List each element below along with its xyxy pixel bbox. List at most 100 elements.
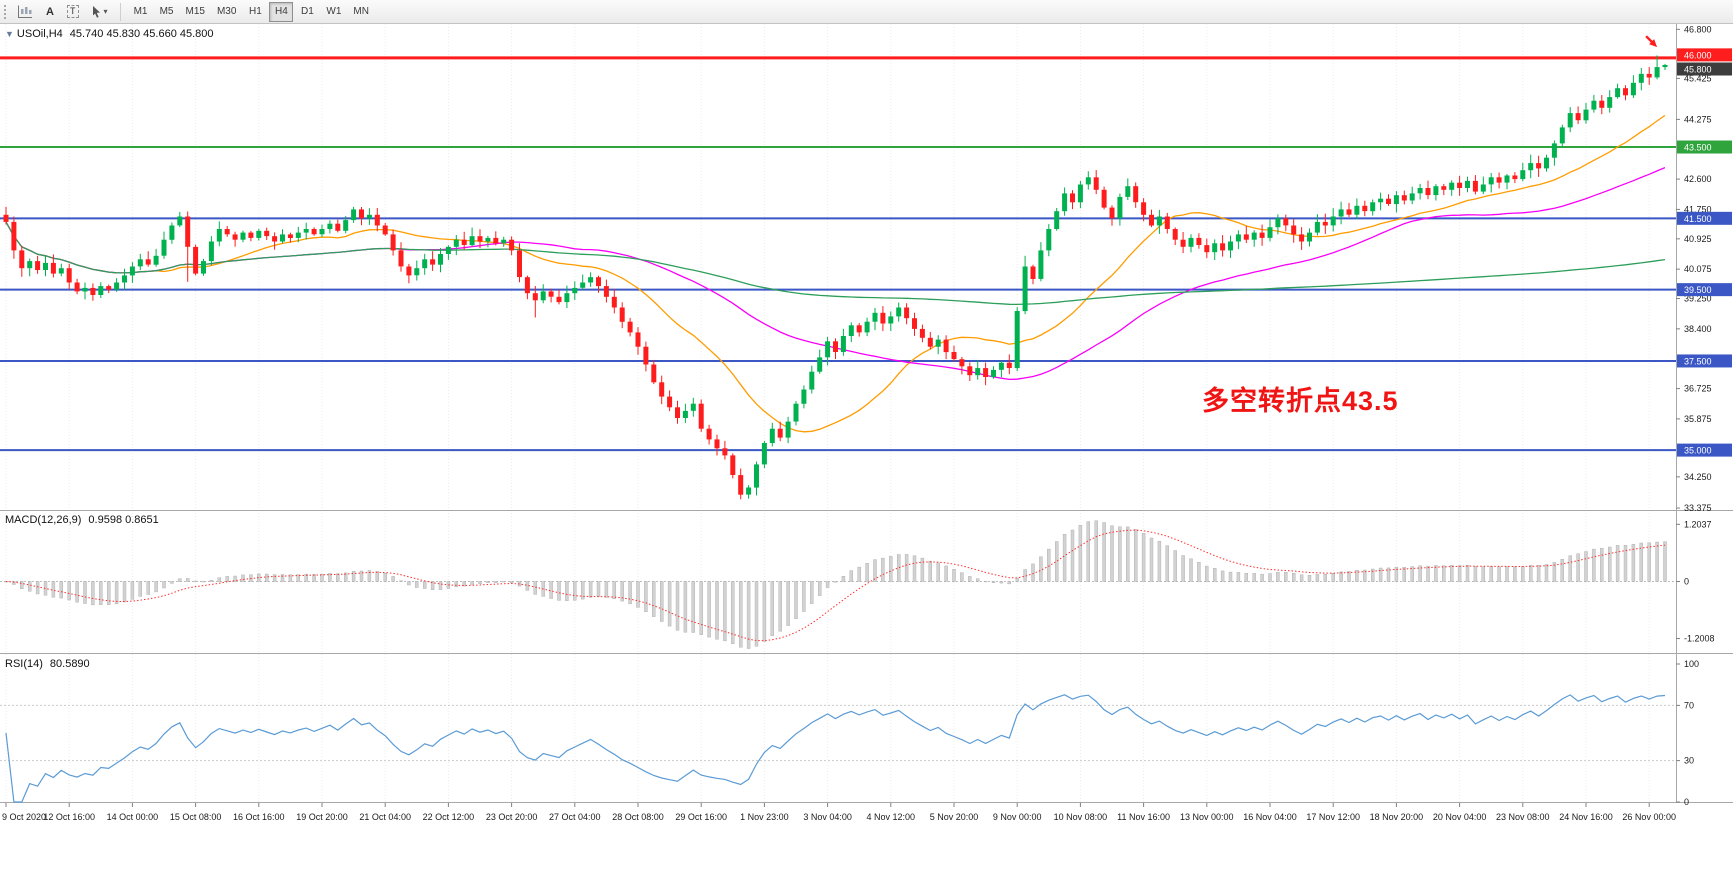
svg-text:1 Nov 23:00: 1 Nov 23:00 bbox=[740, 812, 789, 822]
svg-text:20 Nov 04:00: 20 Nov 04:00 bbox=[1433, 812, 1487, 822]
svg-text:4 Nov 12:00: 4 Nov 12:00 bbox=[867, 812, 916, 822]
svg-text:28 Oct 08:00: 28 Oct 08:00 bbox=[612, 812, 664, 822]
svg-text:13 Nov 00:00: 13 Nov 00:00 bbox=[1180, 812, 1234, 822]
svg-text:27 Oct 04:00: 27 Oct 04:00 bbox=[549, 812, 601, 822]
svg-text:16 Oct 16:00: 16 Oct 16:00 bbox=[233, 812, 285, 822]
svg-text:21 Oct 04:00: 21 Oct 04:00 bbox=[359, 812, 411, 822]
svg-text:37.500: 37.500 bbox=[1684, 356, 1712, 366]
svg-text:34.250: 34.250 bbox=[1684, 472, 1712, 482]
macd-pane[interactable] bbox=[0, 520, 1676, 649]
timeframe-m30-button[interactable]: M30 bbox=[212, 2, 241, 22]
timeframe-m5-button[interactable]: M5 bbox=[155, 2, 179, 22]
toolbar-drag-handle[interactable] bbox=[3, 3, 7, 20]
svg-text:1.2037: 1.2037 bbox=[1684, 519, 1712, 529]
svg-text:46.000: 46.000 bbox=[1684, 50, 1712, 60]
svg-text:100: 100 bbox=[1684, 659, 1699, 669]
timeframe-d1-button[interactable]: D1 bbox=[295, 2, 319, 22]
macd-scale[interactable]: 1.2037 0 -1.2008 bbox=[1676, 519, 1715, 644]
svg-text:33.375: 33.375 bbox=[1684, 503, 1712, 513]
svg-text:41.500: 41.500 bbox=[1684, 214, 1712, 224]
svg-text:9 Oct 2020: 9 Oct 2020 bbox=[2, 812, 46, 822]
svg-text:19 Oct 20:00: 19 Oct 20:00 bbox=[296, 812, 348, 822]
chart-title: ▼ USOil,H4 45.740 45.830 45.660 45.800 bbox=[5, 28, 214, 40]
symbol-period-label: USOil,H4 bbox=[16, 28, 63, 40]
svg-text:35.000: 35.000 bbox=[1684, 446, 1712, 456]
svg-text:35.875: 35.875 bbox=[1684, 414, 1712, 424]
svg-text:14 Oct 00:00: 14 Oct 00:00 bbox=[107, 812, 159, 822]
timeframe-m15-button[interactable]: M15 bbox=[181, 2, 210, 22]
timeframe-h1-button[interactable]: H1 bbox=[243, 2, 267, 22]
svg-text:22 Oct 12:00: 22 Oct 12:00 bbox=[423, 812, 475, 822]
svg-text:39.500: 39.500 bbox=[1684, 285, 1712, 295]
chart-annotation-text[interactable]: 多空转折点43.5 bbox=[1202, 386, 1399, 416]
svg-text:17 Nov 12:00: 17 Nov 12:00 bbox=[1306, 812, 1360, 822]
cursor-icon bbox=[92, 6, 100, 18]
rsi-scale[interactable]: 100 70 30 0 bbox=[1676, 659, 1699, 807]
text-annotation-button[interactable]: A bbox=[40, 2, 60, 22]
svg-text:44.275: 44.275 bbox=[1684, 114, 1712, 124]
moving-average-lines bbox=[5, 114, 1666, 433]
cursor-tool-button[interactable]: ▾ bbox=[86, 2, 113, 22]
svg-text:3 Nov 04:00: 3 Nov 04:00 bbox=[803, 812, 852, 822]
svg-text:0: 0 bbox=[1684, 577, 1689, 587]
timeframe-w1-button[interactable]: W1 bbox=[321, 2, 346, 22]
chart-window-button[interactable] bbox=[12, 2, 38, 22]
candlesticks bbox=[3, 55, 1668, 500]
svg-text:41.750: 41.750 bbox=[1684, 204, 1712, 214]
svg-text:10 Nov 08:00: 10 Nov 08:00 bbox=[1054, 812, 1108, 822]
macd-indicator-label: MACD(12,26,9) 0.9598 0.8651 bbox=[5, 514, 159, 526]
price-arrow-marker[interactable] bbox=[1645, 35, 1658, 48]
rsi-pane[interactable] bbox=[0, 694, 1676, 803]
text-label-button[interactable]: T bbox=[62, 2, 84, 22]
horizontal-level-lines[interactable] bbox=[0, 56, 1676, 452]
pane-separators bbox=[0, 24, 1733, 803]
svg-text:40.925: 40.925 bbox=[1684, 234, 1712, 244]
svg-text:23 Oct 20:00: 23 Oct 20:00 bbox=[486, 812, 538, 822]
svg-text:45.800: 45.800 bbox=[1684, 65, 1712, 75]
svg-text:-1.2008: -1.2008 bbox=[1684, 634, 1715, 644]
svg-text:16 Nov 04:00: 16 Nov 04:00 bbox=[1243, 812, 1297, 822]
svg-text:18 Nov 20:00: 18 Nov 20:00 bbox=[1370, 812, 1424, 822]
svg-text:46.800: 46.800 bbox=[1684, 24, 1712, 34]
svg-text:36.725: 36.725 bbox=[1684, 384, 1712, 394]
toolbar-separator bbox=[119, 2, 121, 21]
svg-text:5 Nov 20:00: 5 Nov 20:00 bbox=[930, 812, 979, 822]
macd-name: MACD(12,26,9) bbox=[5, 514, 82, 526]
svg-text:30: 30 bbox=[1684, 756, 1694, 766]
timeframe-h4-button[interactable]: H4 bbox=[269, 1, 294, 22]
svg-text:29 Oct 16:00: 29 Oct 16:00 bbox=[675, 812, 727, 822]
text-label-glyph: T bbox=[67, 5, 79, 18]
ohlc-values: 45.740 45.830 45.660 45.800 bbox=[69, 28, 214, 40]
svg-text:40.075: 40.075 bbox=[1684, 264, 1712, 274]
text-annotation-label: A bbox=[46, 5, 54, 18]
timeframe-m1-button[interactable]: M1 bbox=[129, 2, 153, 22]
one-click-trading-toggle[interactable]: ▼ bbox=[5, 29, 14, 39]
svg-text:45.425: 45.425 bbox=[1684, 73, 1712, 83]
rsi-indicator-label: RSI(14) 80.5890 bbox=[5, 658, 90, 670]
svg-text:9 Nov 00:00: 9 Nov 00:00 bbox=[993, 812, 1042, 822]
timeframe-buttons: M1 M5 M15 M30 H1 H4 D1 W1 MN bbox=[128, 1, 375, 22]
chart-icon bbox=[18, 5, 32, 18]
macd-values: 0.9598 0.8651 bbox=[88, 514, 159, 526]
price-badges: 46.000 45.800 43.500 41.500 39.500 37.500 35.0… bbox=[1677, 48, 1732, 457]
timeframe-mn-button[interactable]: MN bbox=[348, 2, 374, 22]
svg-text:0: 0 bbox=[1684, 797, 1689, 807]
dropdown-caret-icon: ▾ bbox=[103, 7, 108, 16]
svg-text:42.600: 42.600 bbox=[1684, 174, 1712, 184]
svg-text:39.250: 39.250 bbox=[1684, 294, 1712, 304]
rsi-name: RSI(14) bbox=[5, 658, 43, 670]
rsi-value: 80.5890 bbox=[49, 658, 90, 670]
price-scale[interactable]: 46.800 45.425 44.275 42.600 41.750 40.925 40.0… bbox=[1676, 24, 1712, 513]
svg-text:23 Nov 08:00: 23 Nov 08:00 bbox=[1496, 812, 1550, 822]
grid-lines bbox=[5, 24, 1650, 803]
svg-text:43.500: 43.500 bbox=[1684, 143, 1712, 153]
svg-text:38.400: 38.400 bbox=[1684, 324, 1712, 334]
svg-text:26 Nov 00:00: 26 Nov 00:00 bbox=[1622, 812, 1676, 822]
svg-text:15 Oct 08:00: 15 Oct 08:00 bbox=[170, 812, 222, 822]
svg-text:70: 70 bbox=[1684, 700, 1694, 710]
toolbar: A T ▾ M1 M5 M15 M30 H1 H4 D1 W1 MN bbox=[0, 0, 1733, 24]
svg-text:24 Nov 16:00: 24 Nov 16:00 bbox=[1559, 812, 1613, 822]
svg-text:12 Oct 16:00: 12 Oct 16:00 bbox=[43, 812, 95, 822]
